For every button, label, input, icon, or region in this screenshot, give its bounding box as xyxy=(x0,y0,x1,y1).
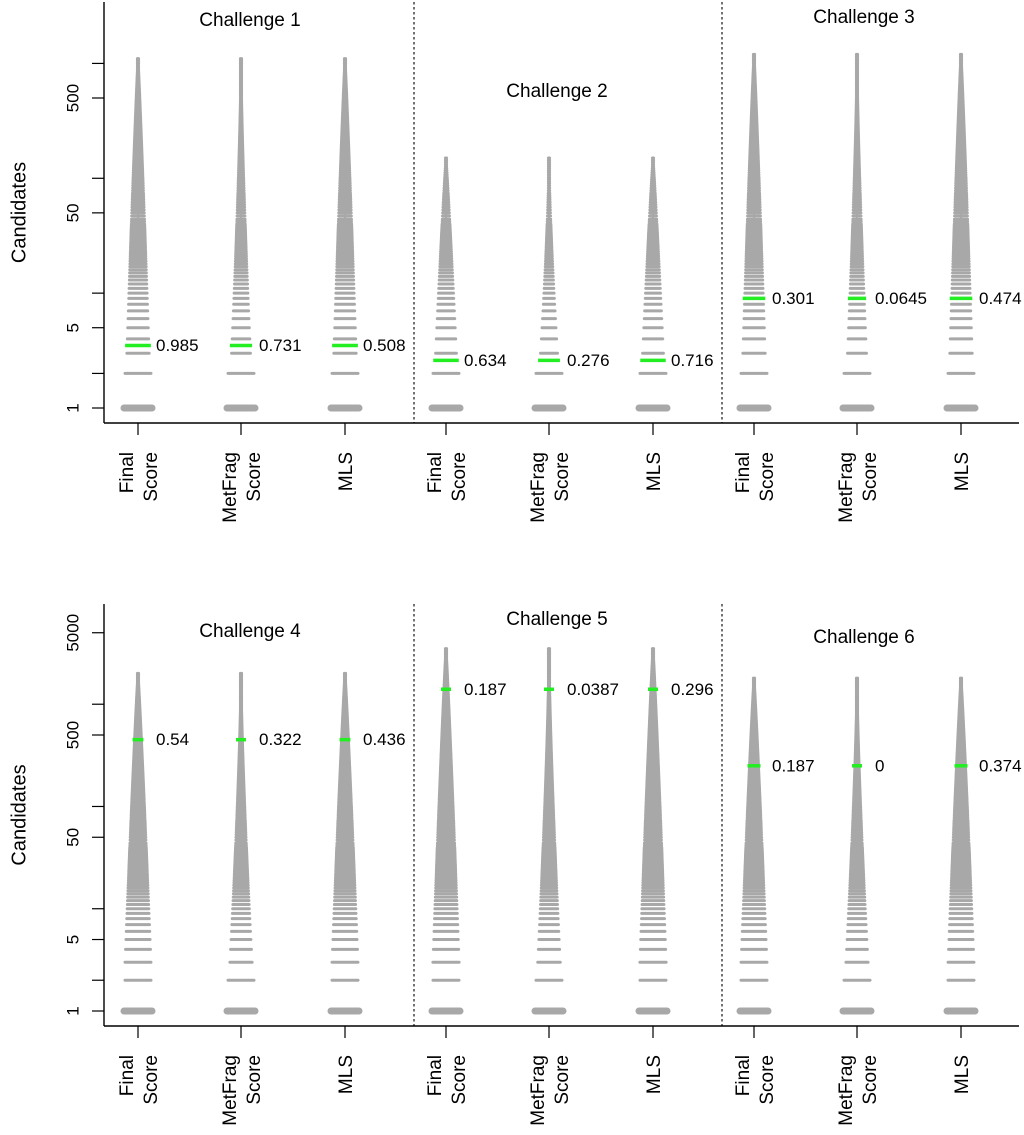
swarm-mls xyxy=(327,671,363,1015)
panel-title: Challenge 2 xyxy=(506,81,607,102)
y-axis-title: Candidates xyxy=(8,162,30,263)
score-label: 0.716 xyxy=(671,351,714,370)
y-tick-label: 5000 xyxy=(63,614,82,652)
swarm-mls xyxy=(327,57,363,412)
panel-title: Challenge 3 xyxy=(813,7,914,28)
swarm-metfrag-score xyxy=(223,57,259,412)
y-tick-label: 50 xyxy=(63,203,82,222)
category-label: Score xyxy=(552,1055,573,1105)
swarm-mls xyxy=(943,52,979,412)
y-tick-label: 5 xyxy=(63,935,82,944)
category-label: MetFrag xyxy=(220,1055,241,1126)
category-label: Score xyxy=(141,452,162,502)
swarm-final-score xyxy=(428,156,464,412)
category-label: Score xyxy=(244,1055,265,1105)
category-label: MLS xyxy=(952,452,973,491)
score-label: 0.296 xyxy=(671,680,714,699)
panel-title: Challenge 1 xyxy=(199,10,300,31)
swarm-mls xyxy=(943,676,979,1015)
swarm-final-score xyxy=(120,57,156,412)
score-label: 0.0387 xyxy=(567,680,619,699)
score-label: 0.322 xyxy=(259,730,302,749)
swarm-mls xyxy=(635,647,671,1015)
score-label: 0.436 xyxy=(363,730,406,749)
score-label: 0.474 xyxy=(979,289,1022,308)
category-label: Final xyxy=(733,452,754,493)
category-label: Score xyxy=(757,1055,778,1105)
category-label: MLS xyxy=(952,1055,973,1094)
swarm-metfrag-score xyxy=(531,156,567,412)
category-label: Score xyxy=(244,452,265,502)
score-label: 0.374 xyxy=(979,756,1022,775)
category-label: Score xyxy=(449,1055,470,1105)
y-tick-label: 1 xyxy=(63,1006,82,1015)
category-label: Final xyxy=(733,1055,754,1096)
score-label: 0.508 xyxy=(363,336,406,355)
swarm-final-score xyxy=(736,676,772,1015)
y-tick-label: 50 xyxy=(63,828,82,847)
score-label: 0.187 xyxy=(772,756,815,775)
score-label: 0.276 xyxy=(567,351,610,370)
category-label: Score xyxy=(860,1055,881,1105)
swarm-final-score xyxy=(120,671,156,1015)
score-label: 0.985 xyxy=(156,336,199,355)
swarm-metfrag-score xyxy=(223,671,259,1015)
swarm-metfrag-score xyxy=(839,52,875,412)
category-label: Score xyxy=(141,1055,162,1105)
swarm-mls xyxy=(635,156,671,412)
category-label: Final xyxy=(425,1055,446,1096)
panel-title: Challenge 6 xyxy=(813,627,914,648)
category-label: Score xyxy=(757,452,778,502)
score-label: 0 xyxy=(875,756,884,775)
y-tick-label: 5 xyxy=(63,323,82,332)
y-tick-label: 500 xyxy=(63,721,82,749)
category-label: MLS xyxy=(644,452,665,491)
y-axis-title: Candidates xyxy=(8,764,30,865)
score-label: 0.187 xyxy=(464,680,507,699)
swarm-final-score xyxy=(428,647,464,1015)
category-label: Final xyxy=(117,1055,138,1096)
category-label: Score xyxy=(449,452,470,502)
category-label: Final xyxy=(425,452,446,493)
figure-row-2: 1 5 50 500 5000 Candidates Challenge 4 0.54 Fina… xyxy=(8,604,1022,1126)
score-label: 0.634 xyxy=(464,351,507,370)
swarm-metfrag-score xyxy=(531,647,567,1015)
category-label: Score xyxy=(552,452,573,502)
y-tick-label: 500 xyxy=(63,84,82,112)
score-label: 0.301 xyxy=(772,289,815,308)
swarm-metfrag-score xyxy=(839,676,875,1015)
panel-title: Challenge 5 xyxy=(506,609,607,630)
score-label: 0.54 xyxy=(156,730,189,749)
category-label: MetFrag xyxy=(836,1055,857,1126)
category-label: MetFrag xyxy=(528,1055,549,1126)
category-label: MetFrag xyxy=(220,452,241,523)
category-label: MetFrag xyxy=(528,452,549,523)
category-label: MLS xyxy=(644,1055,665,1094)
swarm-final-score xyxy=(736,52,772,412)
category-label: Score xyxy=(860,452,881,502)
category-label: MetFrag xyxy=(836,452,857,523)
score-label: 0.0645 xyxy=(875,289,927,308)
score-label: 0.731 xyxy=(259,336,302,355)
category-label: Final xyxy=(117,452,138,493)
category-label: MLS xyxy=(336,452,357,491)
y-tick-label: 1 xyxy=(63,403,82,412)
panel-title: Challenge 4 xyxy=(199,621,301,642)
category-label: MLS xyxy=(336,1055,357,1094)
